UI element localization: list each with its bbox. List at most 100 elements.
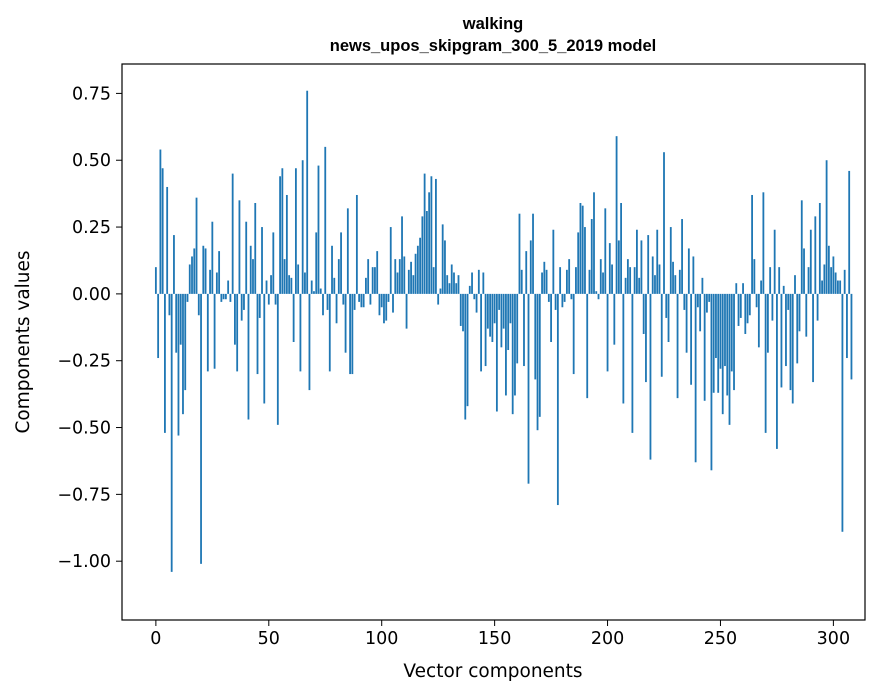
bar (495, 293, 498, 412)
bar (188, 264, 191, 294)
bar (195, 197, 198, 294)
bar (315, 232, 318, 294)
bar (414, 253, 417, 294)
bar (421, 216, 424, 294)
bar (565, 269, 568, 294)
bar (527, 293, 530, 484)
bar (267, 293, 270, 305)
x-tick-label: 50 (258, 629, 280, 649)
bar (809, 229, 812, 294)
bar (730, 293, 733, 372)
bar (161, 168, 164, 294)
bar (403, 256, 406, 294)
bar (782, 285, 785, 294)
bar (776, 293, 778, 449)
bar (193, 248, 196, 294)
bar (333, 277, 336, 294)
bar (703, 293, 706, 401)
bar (789, 293, 792, 391)
y-tick-label: −0.75 (57, 485, 111, 505)
bar (168, 293, 171, 316)
bar (841, 293, 844, 532)
bar (468, 285, 471, 294)
bar (224, 293, 227, 300)
bar (683, 293, 686, 310)
bar (191, 256, 193, 294)
bar (636, 229, 638, 294)
bar (279, 176, 281, 294)
bar (367, 259, 370, 294)
bar (832, 256, 835, 294)
bar (642, 293, 645, 334)
bar (742, 283, 744, 294)
bar (182, 293, 184, 415)
bar (261, 227, 263, 294)
bar (796, 293, 799, 364)
bar (827, 245, 830, 294)
bar (455, 283, 458, 294)
bar (353, 293, 356, 310)
bar (317, 165, 320, 294)
bar (507, 293, 510, 351)
bar (532, 213, 534, 294)
bar (649, 293, 652, 460)
bar (281, 168, 284, 294)
y-tick-label: 0.25 (72, 218, 111, 238)
bar (529, 240, 532, 294)
bar (358, 293, 361, 302)
bar (209, 269, 211, 294)
bar (570, 293, 573, 300)
bar (559, 267, 562, 294)
bar (511, 293, 514, 415)
y-tick-label: −0.50 (57, 419, 111, 439)
bar (545, 269, 548, 294)
bar (717, 293, 720, 393)
bar (837, 280, 839, 294)
bar (351, 293, 354, 375)
bar (588, 269, 591, 294)
bar (374, 267, 376, 294)
bar (629, 267, 632, 294)
bar (622, 293, 625, 404)
bar (380, 293, 383, 308)
bar (328, 293, 331, 372)
bar (678, 269, 681, 294)
bar (597, 293, 600, 300)
bar (299, 293, 302, 372)
bar (818, 203, 821, 294)
bar (665, 293, 668, 318)
bar (552, 229, 555, 294)
bar (500, 293, 503, 348)
bar (593, 192, 595, 294)
bar (645, 293, 647, 383)
bar (459, 293, 462, 326)
bar (290, 277, 293, 294)
bar (805, 293, 808, 337)
bar (509, 293, 512, 324)
bars-group (154, 90, 853, 572)
bar (830, 267, 833, 294)
bar (435, 178, 437, 294)
bar (369, 293, 372, 305)
bar (446, 275, 449, 294)
bar (534, 293, 537, 380)
bar (647, 235, 650, 294)
bar (577, 232, 580, 294)
bar (489, 293, 492, 337)
bar (550, 293, 552, 342)
bar (416, 245, 419, 294)
bar (825, 160, 828, 294)
bar (292, 293, 295, 342)
bar (441, 224, 444, 294)
bar (197, 293, 200, 316)
bar (200, 293, 202, 564)
bar (721, 293, 724, 415)
bar (733, 293, 735, 391)
bar (766, 293, 769, 353)
bar (613, 293, 616, 345)
bar (543, 261, 546, 294)
bar (166, 186, 169, 294)
y-tick-label: 0.50 (72, 151, 111, 171)
bar (231, 173, 234, 294)
bar (486, 293, 489, 329)
